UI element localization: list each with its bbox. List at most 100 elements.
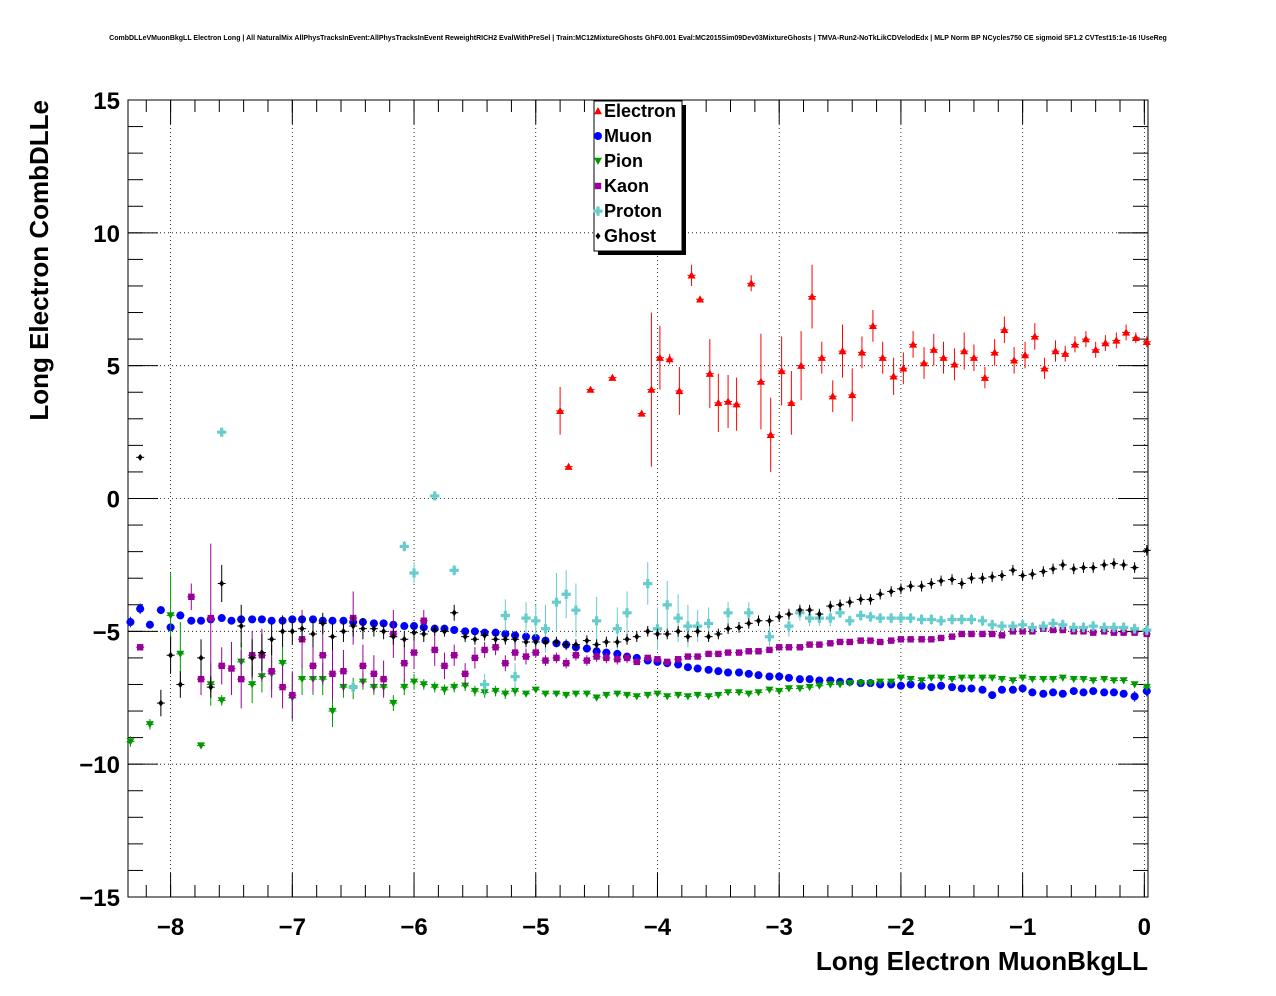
- electron-point: [808, 264, 817, 329]
- electron-point: [828, 380, 837, 413]
- pion-marker: [501, 690, 510, 698]
- pion-marker: [197, 742, 206, 750]
- kaon-marker: [461, 670, 469, 678]
- pion-point: [1130, 681, 1139, 689]
- muon-point: [957, 684, 966, 693]
- proton-point: [217, 427, 227, 437]
- proton-marker: [510, 671, 520, 682]
- kaon-point: [784, 644, 793, 651]
- pion-point: [541, 690, 550, 698]
- muon-marker: [957, 684, 966, 693]
- muon-point: [1069, 687, 1078, 696]
- kaon-point: [461, 663, 470, 685]
- kaon-marker: [309, 662, 317, 670]
- muon-point: [724, 668, 733, 677]
- y-tick-label: −15: [79, 885, 120, 912]
- muon-point: [217, 614, 226, 623]
- kaon-marker: [785, 644, 793, 651]
- muon-marker: [1079, 688, 1088, 697]
- pion-point: [582, 690, 591, 698]
- muon-marker: [156, 606, 165, 615]
- proton-marker: [571, 605, 581, 615]
- pion-point: [967, 674, 976, 682]
- kaon-marker: [268, 667, 275, 675]
- electron-marker: [878, 353, 887, 361]
- ghost-marker: [594, 641, 600, 649]
- electron-point: [1142, 336, 1151, 348]
- ghost-marker: [1101, 561, 1107, 569]
- pion-point: [927, 674, 936, 682]
- muon-marker: [775, 672, 784, 681]
- proton-marker: [662, 600, 672, 610]
- proton-marker: [957, 614, 967, 625]
- legend-item-kaon: Kaon: [594, 176, 649, 196]
- ghost-marker: [999, 572, 1005, 580]
- pion-point: [632, 693, 641, 701]
- ghost-marker: [289, 627, 295, 635]
- kaon-marker: [857, 637, 864, 644]
- kaon-point: [379, 660, 388, 698]
- pion-marker: [278, 660, 287, 668]
- ghost-point: [866, 594, 875, 605]
- kaon-point: [674, 656, 683, 663]
- ghost-point: [1039, 566, 1048, 577]
- pion-point: [765, 686, 774, 694]
- kaon-point: [815, 641, 824, 648]
- ghost-point: [724, 623, 733, 634]
- muon-point: [1008, 685, 1017, 694]
- electron-point: [929, 333, 938, 366]
- ghost-point: [1100, 559, 1109, 571]
- ghost-point: [511, 633, 520, 645]
- ghost-marker: [472, 635, 478, 643]
- kaon-marker: [420, 617, 427, 624]
- kaon-point: [309, 639, 318, 693]
- ghost-point: [278, 615, 287, 648]
- proton-point: [875, 612, 885, 624]
- ghost-point: [206, 676, 215, 698]
- pion-marker: [724, 689, 733, 697]
- ghost-marker: [441, 627, 447, 635]
- ghost-marker: [381, 627, 387, 635]
- ghost-marker: [1071, 565, 1077, 573]
- muon-point: [815, 676, 824, 685]
- x-tick-label: −1: [1009, 914, 1036, 941]
- proton-point: [409, 562, 419, 584]
- pion-marker: [653, 690, 662, 698]
- proton-point: [571, 583, 581, 637]
- muon-point: [805, 675, 814, 684]
- proton-marker: [1048, 618, 1058, 629]
- kaon-marker: [522, 653, 530, 660]
- y-tick-label: −10: [79, 752, 120, 779]
- pion-marker: [126, 738, 135, 746]
- kaon-marker: [633, 658, 640, 666]
- kaon-marker: [380, 675, 387, 683]
- kaon-point: [744, 648, 753, 655]
- electron-point: [1101, 335, 1110, 352]
- electron-marker: [990, 348, 999, 356]
- ghost-marker: [837, 601, 843, 609]
- proton-marker: [825, 613, 835, 623]
- muon-marker: [328, 616, 337, 625]
- proton-marker: [592, 616, 602, 626]
- pion-point: [784, 685, 793, 693]
- pion-marker: [826, 681, 835, 689]
- pion-marker: [1079, 675, 1088, 684]
- ghost-marker: [715, 630, 721, 638]
- muon-marker: [674, 660, 683, 669]
- kaon-point: [957, 630, 966, 638]
- kaon-point: [470, 647, 479, 669]
- pion-point: [693, 691, 702, 700]
- muon-marker: [145, 620, 154, 629]
- pion-point: [1119, 677, 1128, 685]
- pion-marker: [491, 687, 500, 696]
- ghost-marker: [493, 635, 499, 643]
- ghost-point: [339, 620, 348, 642]
- muon-point: [1130, 691, 1139, 702]
- electron-marker: [637, 409, 646, 417]
- ghost-point: [917, 580, 926, 592]
- proton-marker: [1119, 622, 1129, 633]
- electron-point: [868, 309, 877, 342]
- muon-point: [1079, 688, 1088, 697]
- ghost-point: [379, 623, 388, 640]
- pion-marker: [704, 693, 713, 701]
